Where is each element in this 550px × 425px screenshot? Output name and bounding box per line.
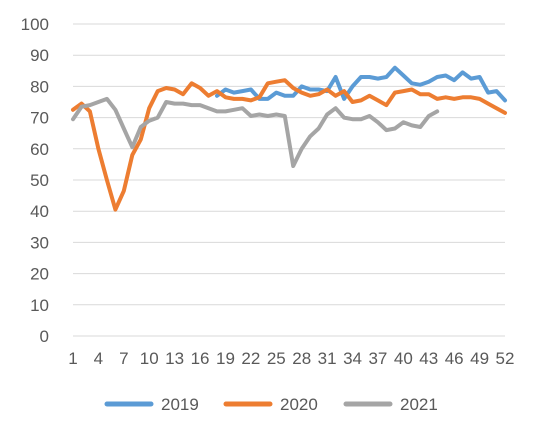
x-tick-label: 46 [445, 349, 464, 368]
y-tick-label: 70 [30, 109, 49, 128]
legend: 2019 2020 2021 [104, 395, 438, 414]
x-tick-label: 22 [241, 349, 260, 368]
series-line-2021 [71, 96, 440, 168]
series-line-2019 [215, 65, 507, 103]
y-axis-tick-labels: 0 10 20 30 40 50 60 70 80 90 100 [21, 15, 49, 346]
y-tick-label: 80 [30, 77, 49, 96]
x-tick-label: 28 [292, 349, 311, 368]
legend-label: 2021 [400, 395, 438, 414]
y-tick-label: 10 [30, 296, 49, 315]
x-tick-label: 16 [191, 349, 210, 368]
y-tick-label: 30 [30, 233, 49, 252]
y-tick-label: 40 [30, 202, 49, 221]
x-tick-label: 1 [68, 349, 77, 368]
y-tick-label: 100 [21, 15, 49, 34]
x-tick-label: 43 [419, 349, 438, 368]
x-tick-label: 7 [119, 349, 128, 368]
y-tick-label: 20 [30, 265, 49, 284]
x-tick-label: 40 [394, 349, 413, 368]
legend-label: 2019 [161, 395, 199, 414]
y-tick-label: 60 [30, 140, 49, 159]
legend-item-2021: 2021 [343, 395, 438, 414]
legend-item-2019: 2019 [104, 395, 199, 414]
x-tick-label: 34 [343, 349, 362, 368]
x-tick-label: 4 [94, 349, 103, 368]
x-tick-label: 37 [368, 349, 387, 368]
x-tick-label: 31 [318, 349, 337, 368]
y-tick-label: 0 [40, 327, 49, 346]
x-axis-tick-labels: 1 4 7 10 13 16 19 22 25 28 31 34 37 40 43 46 49 52 [68, 349, 514, 368]
legend-item-2020: 2020 [223, 395, 318, 414]
gridlines [73, 23, 505, 337]
series-lines [71, 65, 507, 212]
y-tick-label: 90 [30, 46, 49, 65]
legend-label: 2020 [280, 395, 318, 414]
y-tick-label: 50 [30, 171, 49, 190]
x-tick-label: 13 [165, 349, 184, 368]
x-tick-label: 10 [140, 349, 159, 368]
x-tick-label: 19 [216, 349, 235, 368]
x-tick-label: 52 [496, 349, 515, 368]
x-tick-label: 25 [267, 349, 286, 368]
x-tick-label: 49 [470, 349, 489, 368]
